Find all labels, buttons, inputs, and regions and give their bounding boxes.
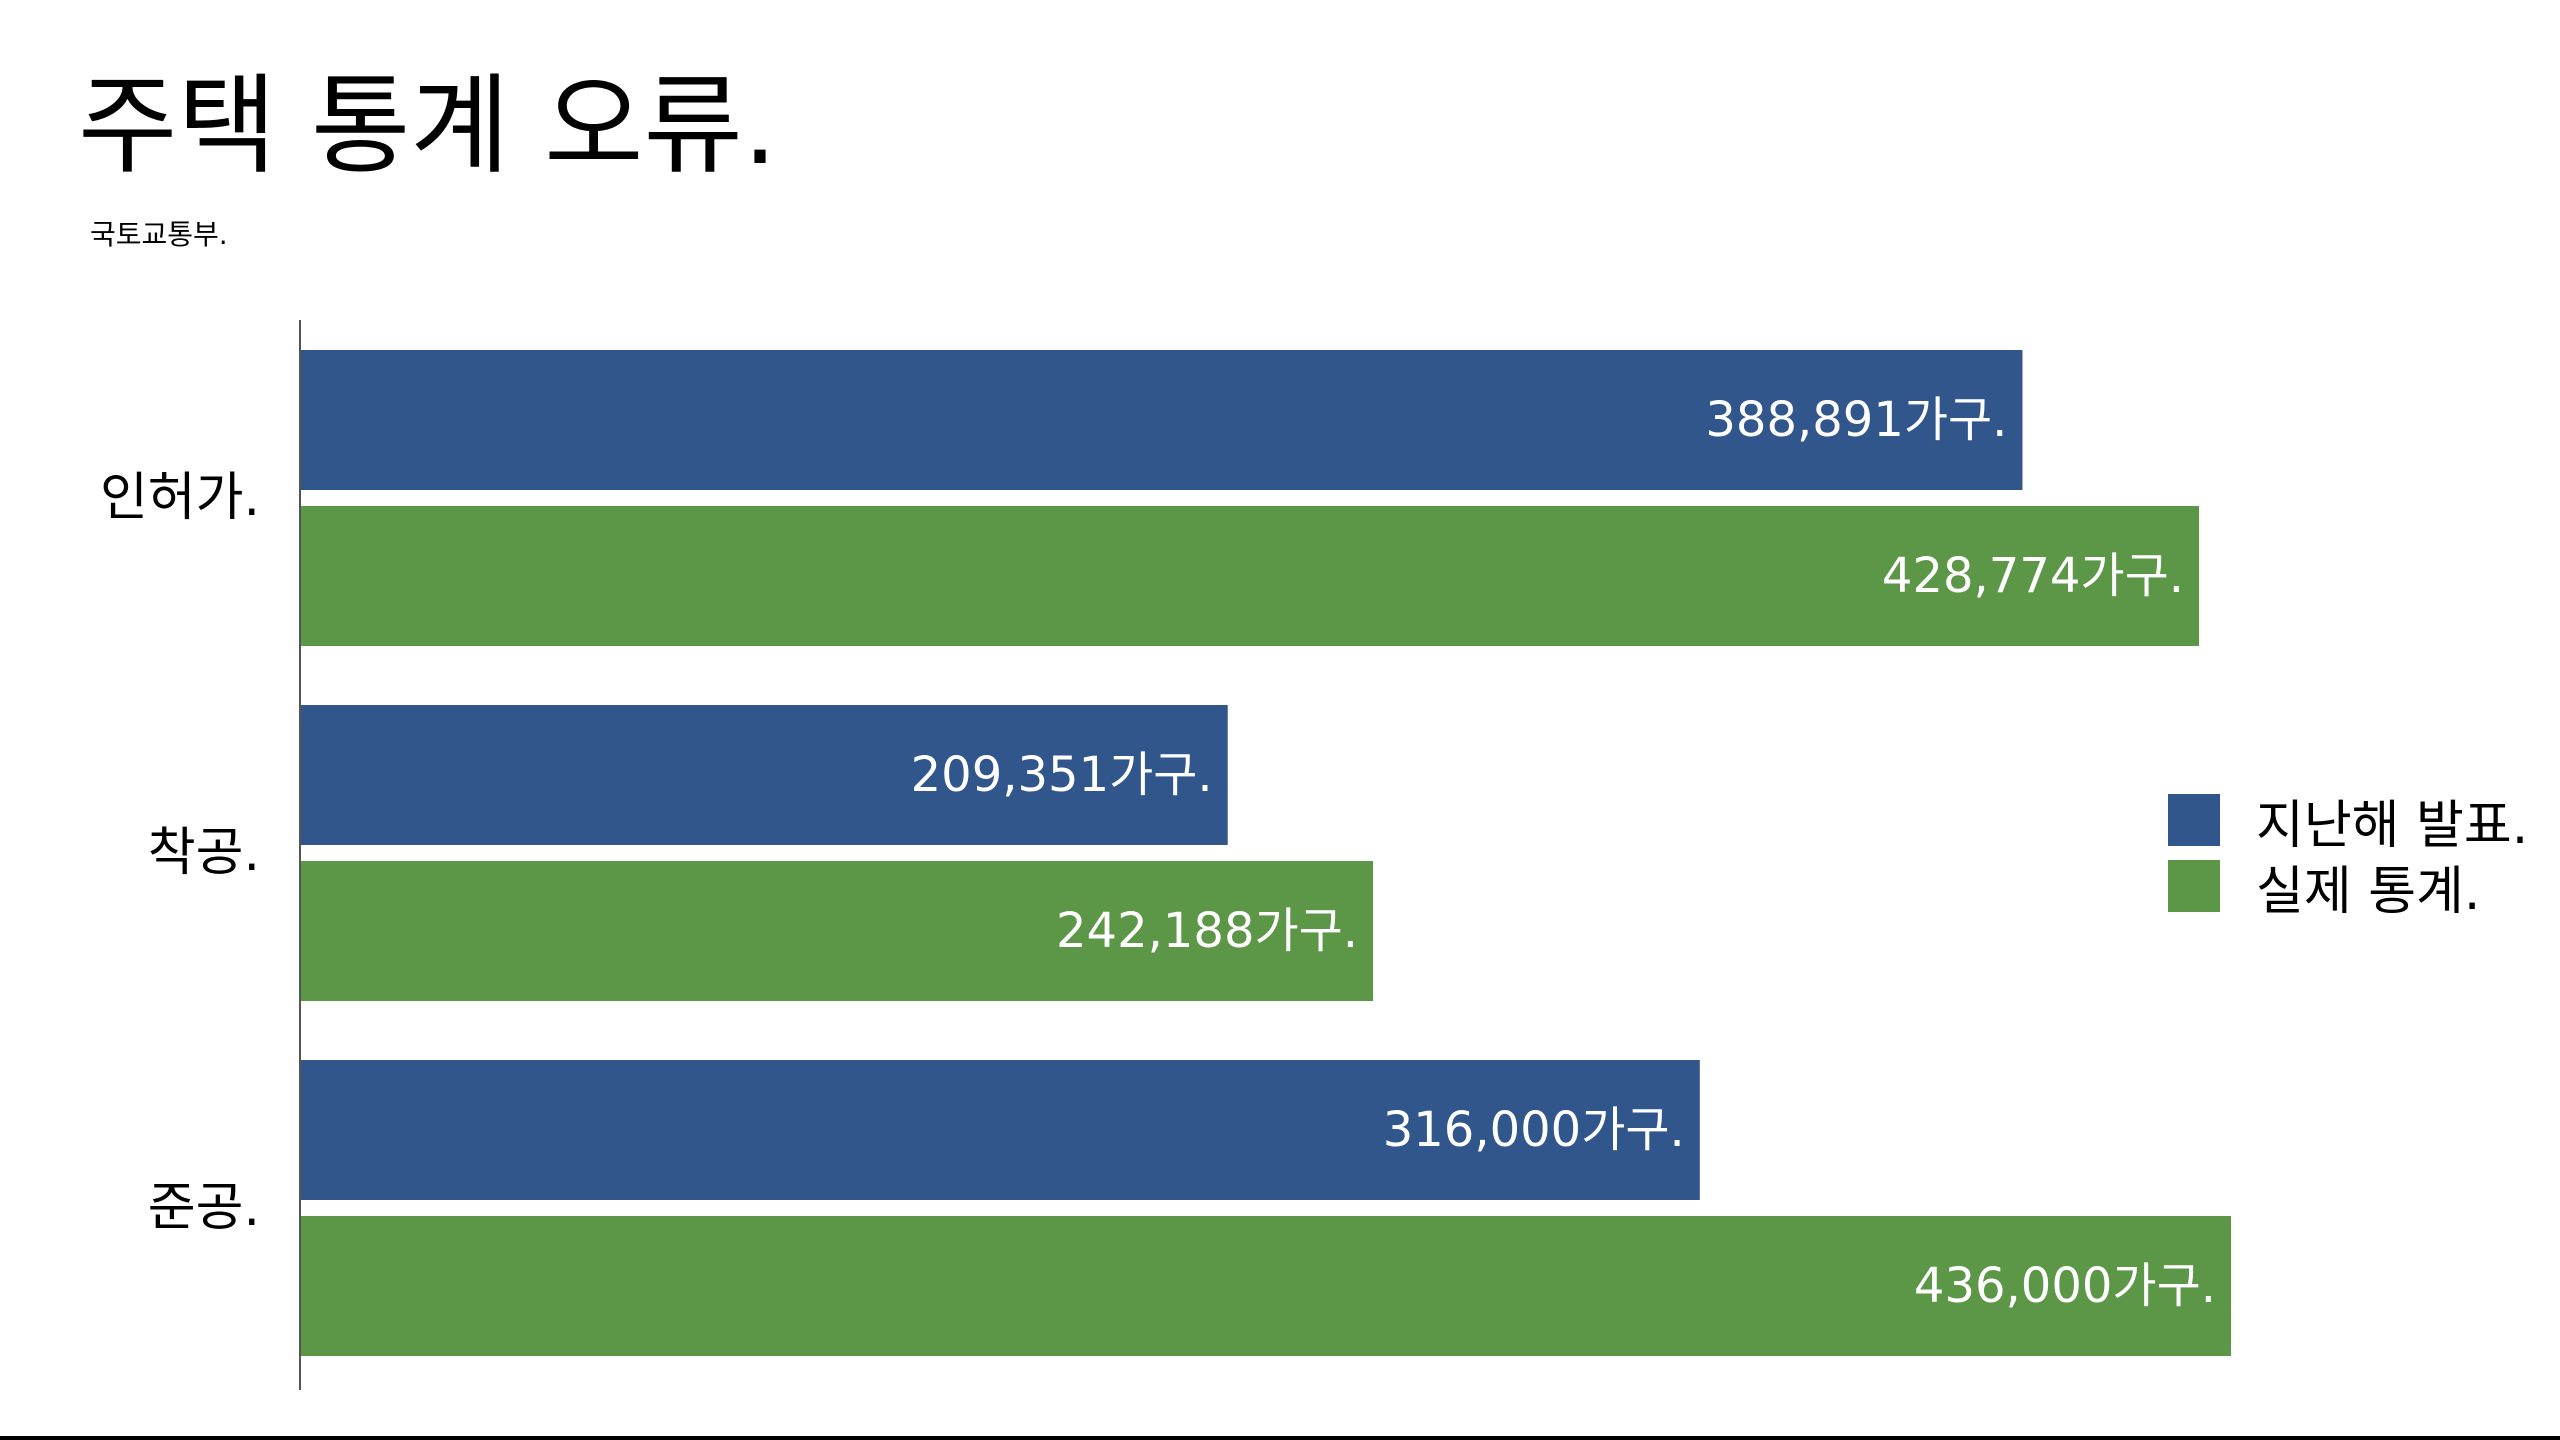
legend-swatch-announced xyxy=(2168,794,2220,846)
legend: 지난해 발표. 실제 통계. xyxy=(2168,787,2528,922)
bottom-rule xyxy=(0,1436,2560,1440)
legend-item-announced: 지난해 발표. xyxy=(2168,787,2528,856)
bar-value-label: 209,351가구. xyxy=(911,747,1213,803)
category-label: 인허가. xyxy=(100,468,260,528)
bar-value-label: 388,891가구. xyxy=(1705,392,2007,448)
chart-subtitle: 국토교통부. xyxy=(90,218,228,251)
bar-value-label: 316,000가구. xyxy=(1383,1102,1685,1158)
legend-item-actual: 실제 통계. xyxy=(2168,853,2528,922)
bar-actual xyxy=(301,861,1374,1001)
legend-label-actual: 실제 통계. xyxy=(2256,861,2481,922)
bar-actual xyxy=(301,506,2200,646)
bar-announced xyxy=(301,1060,1700,1200)
bar-announced xyxy=(301,350,2023,490)
chart-title: 주택 통계 오류. xyxy=(78,64,778,189)
legend-swatch-actual xyxy=(2168,860,2220,912)
bar-announced xyxy=(301,705,1228,845)
category-label: 준공. xyxy=(148,1178,260,1238)
bar-value-label: 436,000가구. xyxy=(1914,1258,2216,1314)
bar-actual xyxy=(301,1216,2231,1356)
bar-value-label: 242,188가구. xyxy=(1056,903,1358,959)
legend-label-announced: 지난해 발표. xyxy=(2256,795,2529,856)
bar-value-label: 428,774가구. xyxy=(1882,548,2184,604)
category-label: 착공. xyxy=(148,823,260,883)
